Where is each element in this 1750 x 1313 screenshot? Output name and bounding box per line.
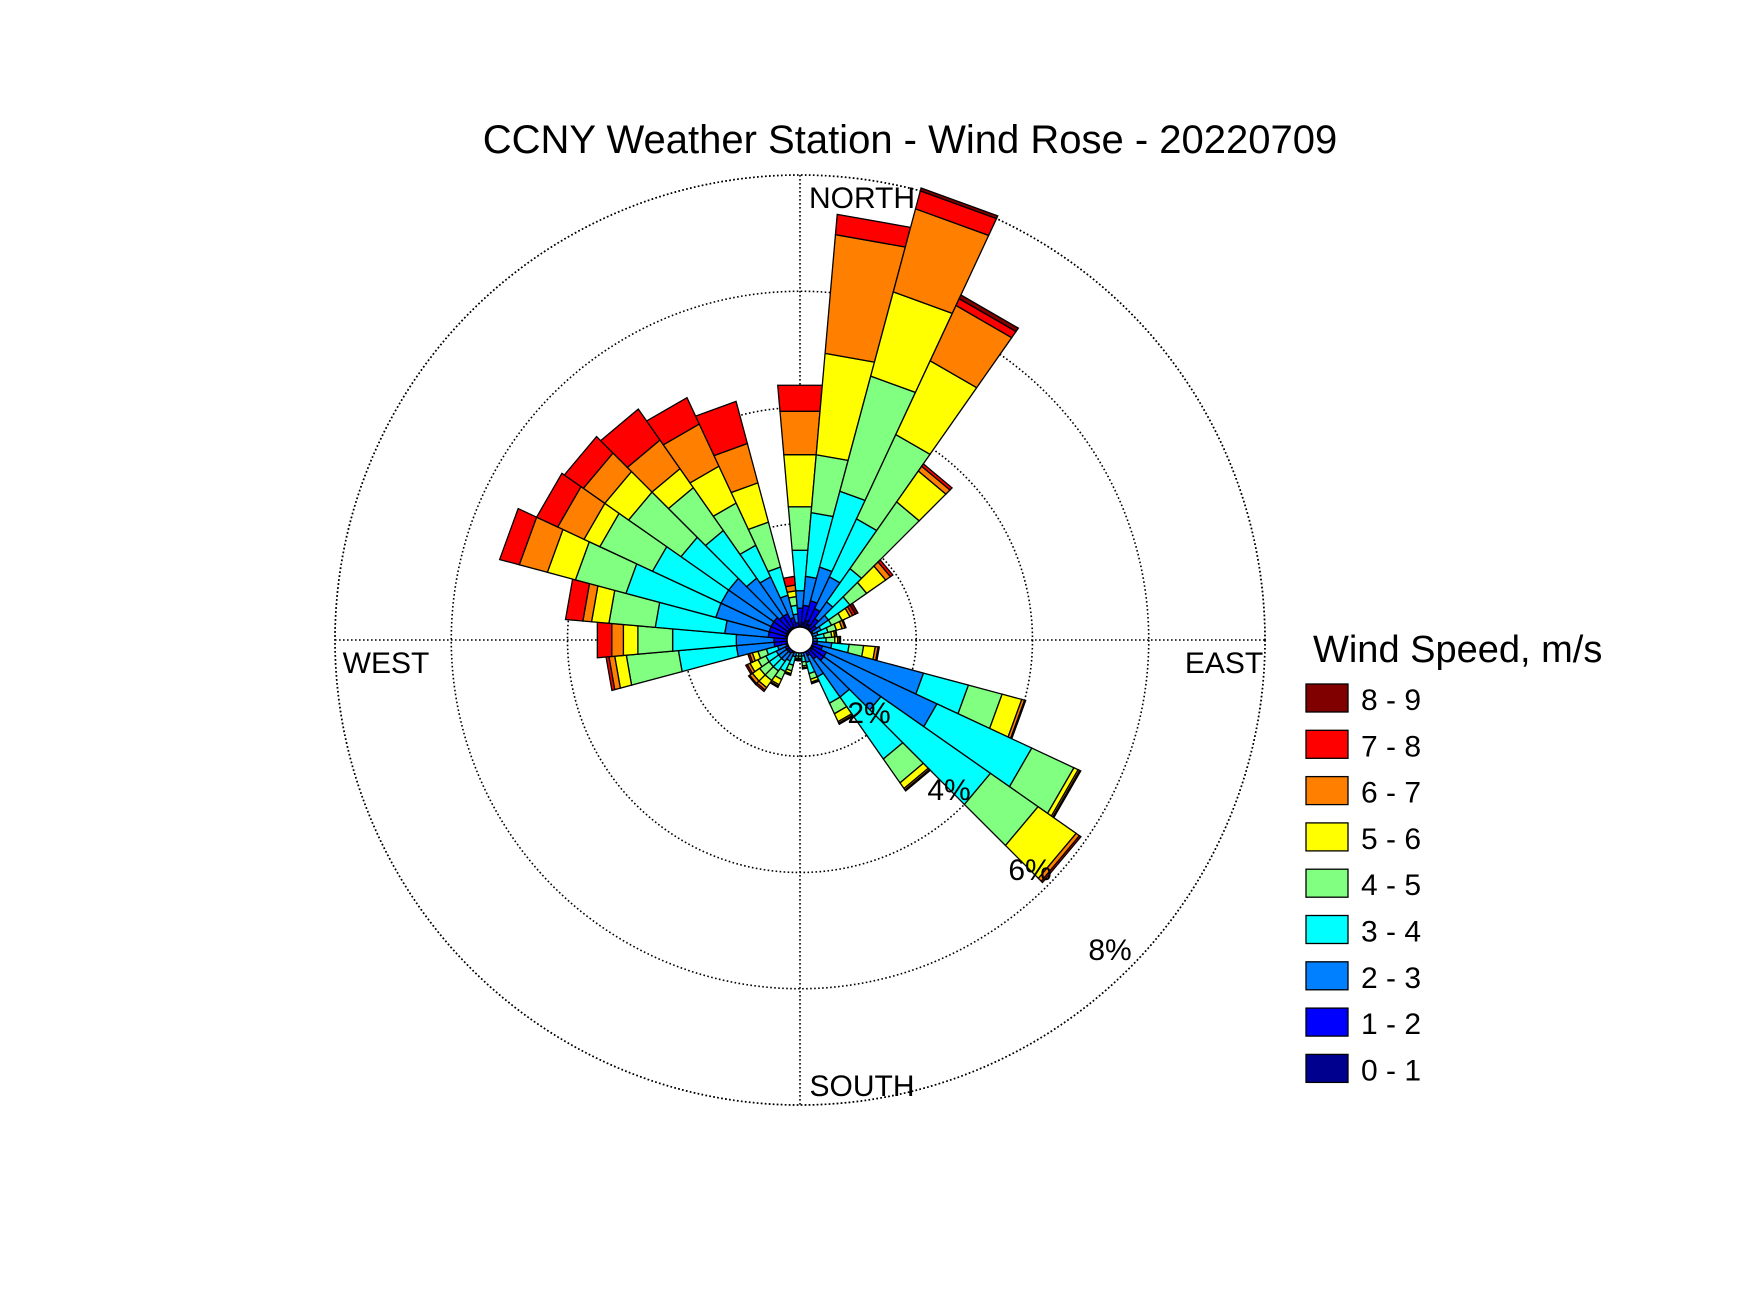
legend: Wind Speed, m/s 8 - 9 7 - 8 6 - 7 5 - 6 4 - … bbox=[1305, 629, 1602, 1087]
petal-30-bin-8 bbox=[958, 294, 1020, 333]
petal-40-bin-7 bbox=[920, 462, 954, 491]
petal-260-bin-4 bbox=[625, 649, 683, 686]
legend-label-1: 7 - 8 bbox=[1361, 730, 1421, 763]
petal-280 bbox=[564, 578, 801, 641]
petal-150-bin-7 bbox=[837, 714, 855, 726]
legend-swatch-1 bbox=[1305, 729, 1349, 759]
legend-swatch-8 bbox=[1305, 1053, 1349, 1084]
petal-90-bin-7 bbox=[838, 635, 842, 645]
petal-0 bbox=[777, 384, 823, 641]
chart-title: CCNY Weather Station - Wind Rose - 20220… bbox=[483, 118, 1338, 162]
petal-240-bin-7 bbox=[744, 663, 754, 676]
legend-label-7: 1 - 2 bbox=[1361, 1008, 1421, 1041]
legend-label-0: 8 - 9 bbox=[1361, 684, 1421, 717]
petal-350-bin-7 bbox=[782, 575, 796, 588]
petal-50 bbox=[799, 558, 894, 641]
ring-label-4: 4% bbox=[927, 774, 970, 807]
petal-160-bin-7 bbox=[810, 679, 821, 685]
legend-swatch-3 bbox=[1305, 822, 1349, 852]
petal-140-bin-7 bbox=[904, 768, 932, 792]
petal-310-bin-7 bbox=[563, 435, 614, 490]
legend-label-2: 6 - 7 bbox=[1361, 777, 1421, 810]
petal-0-bin-6 bbox=[779, 410, 821, 456]
petal-0-bin-7 bbox=[777, 384, 823, 412]
petal-340 bbox=[694, 400, 801, 641]
petal-300-bin-7 bbox=[535, 472, 582, 528]
petal-290-bin-7 bbox=[498, 507, 538, 566]
petal-290 bbox=[498, 507, 801, 641]
petal-130-bin-7 bbox=[1040, 834, 1082, 884]
ring-label-2: 2% bbox=[847, 697, 890, 730]
legend-swatch-5 bbox=[1305, 914, 1349, 945]
petal-120 bbox=[799, 639, 1082, 819]
petal-320-bin-7 bbox=[599, 408, 661, 469]
ring-label-8: 8% bbox=[1088, 934, 1131, 967]
ring-label-6: 6% bbox=[1008, 854, 1051, 887]
petal-30 bbox=[799, 294, 1020, 641]
petals bbox=[498, 187, 1082, 884]
legend-swatch-0 bbox=[1305, 683, 1349, 713]
petal-330-bin-7 bbox=[645, 396, 701, 446]
grid-ring-6 bbox=[450, 290, 1150, 990]
petal-70-bin-7 bbox=[841, 618, 847, 629]
direction-label-south: SOUTH bbox=[810, 1070, 915, 1103]
direction-label-north: NORTH bbox=[809, 182, 915, 215]
petal-340-bin-7 bbox=[694, 400, 749, 457]
direction-label-east: EAST bbox=[1185, 647, 1263, 680]
legend-label-6: 2 - 3 bbox=[1361, 962, 1421, 995]
petal-270-bin-5 bbox=[622, 623, 639, 657]
center-hole bbox=[786, 626, 814, 654]
legend-title: Wind Speed, m/s bbox=[1313, 629, 1602, 671]
petal-270-bin-6 bbox=[611, 622, 625, 658]
direction-label-west: WEST bbox=[343, 647, 430, 680]
legend-label-4: 4 - 5 bbox=[1361, 869, 1421, 902]
legend-swatch-7 bbox=[1305, 1007, 1349, 1037]
legend-label-5: 3 - 4 bbox=[1361, 916, 1421, 949]
legend-swatch-6 bbox=[1305, 961, 1349, 991]
petal-270-bin-4 bbox=[637, 625, 674, 655]
petal-20-bin-8 bbox=[919, 187, 999, 220]
petal-310 bbox=[563, 435, 801, 641]
petal-0-bin-5 bbox=[783, 454, 817, 508]
petal-40 bbox=[799, 462, 954, 641]
legend-label-3: 5 - 6 bbox=[1361, 823, 1421, 856]
legend-swatch-4 bbox=[1305, 868, 1349, 898]
legend-label-8: 0 - 1 bbox=[1361, 1054, 1421, 1087]
petal-50-bin-7 bbox=[877, 558, 894, 578]
petal-60-bin-8 bbox=[849, 602, 859, 616]
legend-swatch-2 bbox=[1305, 775, 1349, 806]
petal-60 bbox=[799, 602, 859, 641]
petal-20 bbox=[799, 187, 999, 641]
petal-230-bin-7 bbox=[747, 674, 758, 686]
petal-10 bbox=[799, 213, 912, 641]
petal-270-bin-7 bbox=[596, 621, 613, 659]
petal-270 bbox=[596, 621, 801, 659]
petal-260 bbox=[605, 639, 801, 692]
petal-110 bbox=[799, 639, 1027, 740]
petal-170-bin-7 bbox=[801, 666, 809, 670]
petal-320 bbox=[599, 408, 801, 641]
petal-130 bbox=[799, 639, 1082, 884]
